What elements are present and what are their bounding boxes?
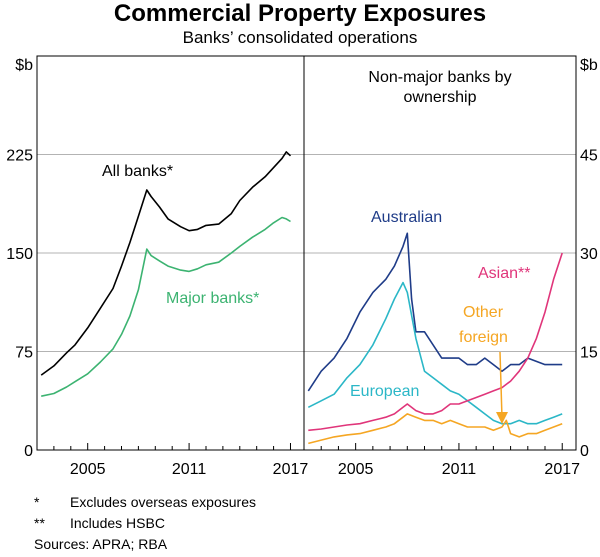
left-x-tick-label: 2005 <box>70 461 106 478</box>
chart-area: 0 0 75 15 150 30 225 45 $b $b 2005 2011 2017 2005 2011… <box>6 55 598 478</box>
label-other-foreign-line2: foreign <box>459 329 508 346</box>
plot-frame <box>36 55 577 451</box>
footnote-2-text: Includes HSBC <box>70 515 165 531</box>
footnote-2: ** Includes HSBC <box>34 515 165 531</box>
other-foreign-arrow-head <box>496 412 508 424</box>
right-y-tick-label: 30 <box>580 246 598 263</box>
right-series-line-1 <box>307 281 563 425</box>
label-major-banks: Major banks* <box>166 290 259 307</box>
footnote-2-mark: ** <box>34 515 45 531</box>
left-y-tick-label: 75 <box>15 345 33 362</box>
left-x-tick-label: 2011 <box>172 461 207 478</box>
chart-subtitle: Banks’ consolidated operations <box>182 28 418 47</box>
left-series-line-1 <box>41 216 291 397</box>
sources-note: Sources: APRA; RBA <box>34 536 168 552</box>
label-other-foreign-line1: Other <box>463 304 504 321</box>
left-x-tick-label: 2017 <box>273 461 309 478</box>
right-panel-title-line: ownership <box>404 89 477 106</box>
label-european: European <box>350 383 419 400</box>
right-y-tick-label: 15 <box>580 345 598 362</box>
right-panel-title: Non-major banks by ownership <box>368 69 511 106</box>
footnote-1-mark: * <box>34 494 40 510</box>
right-panel-title-line: Non-major banks by <box>368 69 511 86</box>
label-all-banks: All banks* <box>102 163 173 180</box>
label-asian: Asian** <box>478 265 530 282</box>
footnote-1-text: Excludes overseas exposures <box>70 494 256 510</box>
label-australian: Australian <box>371 209 442 226</box>
left-series-line-0 <box>40 151 292 376</box>
right-unit-label: $b <box>580 57 598 74</box>
footnote-1: * Excludes overseas exposures <box>34 494 256 510</box>
right-series-line-0 <box>307 232 563 392</box>
left-y-tick-label: 150 <box>6 246 33 263</box>
right-series-line-2 <box>308 252 563 432</box>
left-unit-label: $b <box>15 57 33 74</box>
right-y-tick-label: 45 <box>580 148 598 165</box>
right-x-tick-label: 2017 <box>544 461 580 478</box>
left-y-tick-label: 0 <box>24 443 33 460</box>
other-foreign-arrow-line <box>499 351 503 419</box>
right-series-line-3 <box>308 413 563 445</box>
right-x-tick-label: 2005 <box>338 461 374 478</box>
right-y-tick-label: 0 <box>580 443 589 460</box>
right-x-tick-label: 2011 <box>442 461 477 478</box>
left-y-tick-label: 225 <box>6 148 33 165</box>
chart-title: Commercial Property Exposures <box>113 0 487 27</box>
